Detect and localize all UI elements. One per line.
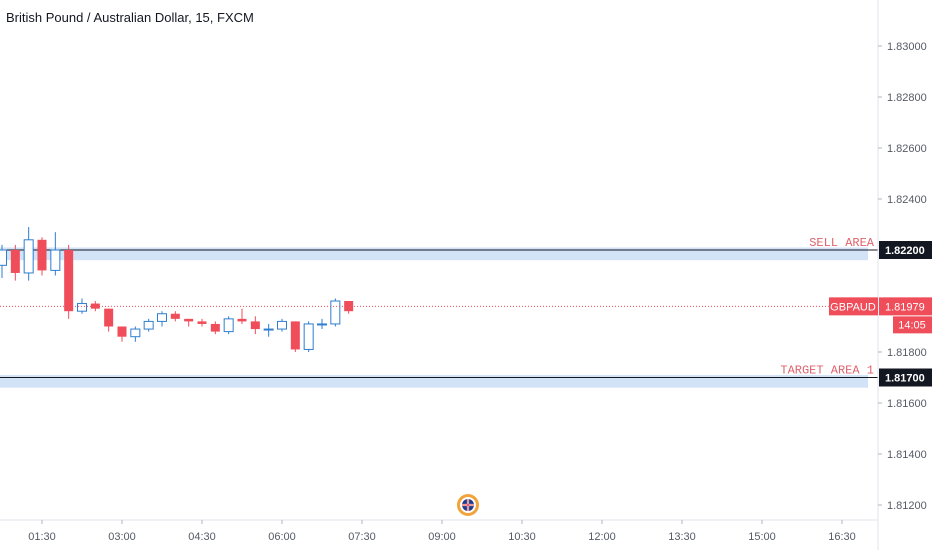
candle-body (143, 320, 154, 330)
x-tick-label: 09:00 (428, 531, 456, 543)
candle-body (237, 318, 247, 322)
uk-flag-icon[interactable] (457, 494, 479, 516)
zone-band (0, 374, 868, 388)
candle-down (197, 318, 207, 327)
candle-body (223, 318, 234, 333)
level-price-label: 1.82200 (885, 245, 925, 257)
current-price-label: 1.81979 (885, 301, 925, 313)
candle-up (223, 316, 234, 335)
candle-down (237, 308, 247, 324)
candle-body (277, 320, 287, 330)
candle-body (64, 250, 74, 312)
candle-down (117, 326, 127, 342)
candle-up (130, 326, 141, 342)
countdown-label: 14:05 (898, 319, 926, 331)
y-tick-label: 1.82400 (887, 194, 927, 206)
candle-body (157, 313, 167, 322)
x-tick-label: 13:30 (668, 531, 696, 543)
candle-body (184, 318, 194, 322)
candle-body (10, 250, 20, 273)
x-tick-label: 01:30 (28, 531, 56, 543)
y-tick-label: 1.81800 (887, 347, 927, 359)
candle-up (50, 232, 61, 276)
zone-label: TARGET AREA 1 (780, 364, 874, 378)
candle-up (0, 244, 7, 279)
candle-up (263, 323, 274, 337)
level-price-tag (879, 368, 932, 387)
candle-body (303, 323, 314, 350)
candle-body (330, 300, 341, 325)
candle-down (250, 316, 260, 335)
level-price-label: 1.81700 (885, 373, 925, 385)
candle-down (37, 237, 47, 276)
candle-down (104, 308, 114, 332)
candle-body (37, 239, 47, 271)
candle-body (104, 308, 114, 327)
countdown-tag (893, 316, 932, 334)
x-tick-label: 12:00 (588, 531, 616, 543)
y-tick-label: 1.82600 (887, 143, 927, 155)
candle-body (317, 323, 327, 326)
candle-body (210, 323, 220, 332)
y-tick-label: 1.83000 (887, 41, 927, 53)
candle-down (170, 311, 180, 322)
candle-up (23, 227, 34, 281)
zone-label: SELL AREA (809, 236, 875, 250)
candle-body (90, 303, 100, 309)
x-tick-label: 06:00 (268, 531, 296, 543)
candle-down (64, 244, 74, 319)
symbol-tag (829, 297, 878, 316)
y-tick-label: 1.81600 (887, 398, 927, 410)
x-tick-label: 15:00 (748, 531, 776, 543)
y-tick-label: 1.82800 (887, 92, 927, 104)
time-axis[interactable]: 01:30 03:00 04:30 06:00 07:30 09:00 10:30 12:00… (28, 520, 856, 543)
y-tick-label: 1.81200 (887, 500, 927, 512)
zone-band (0, 247, 868, 261)
candles-layer (0, 227, 354, 352)
candle-down (344, 301, 354, 314)
candle-body (0, 249, 7, 266)
candle-up (303, 321, 314, 352)
x-tick-label: 03:00 (108, 531, 136, 543)
candle-down (10, 244, 20, 281)
price-axis[interactable]: 1.83000 1.82800 1.82600 1.82400 1.81800 1.816… (878, 41, 927, 512)
level-price-tag (879, 241, 932, 259)
candle-body (290, 321, 300, 350)
candle-body (263, 328, 274, 331)
candle-up (330, 298, 341, 327)
candle-down (184, 318, 194, 327)
x-tick-label: 16:30 (828, 531, 856, 543)
candle-body (250, 321, 260, 330)
candle-body (77, 303, 87, 312)
candle-body (197, 321, 207, 324)
candle-body (170, 313, 180, 319)
candle-body (50, 249, 61, 271)
candle-up (157, 311, 167, 327)
price-tags-layer: 1.82200 1.81700 GBPAUD 1.81979 14:05 (829, 241, 932, 387)
candle-down (90, 301, 100, 312)
candle-down (290, 321, 300, 352)
zones-layer: SELL AREA TARGET AREA 1 (0, 236, 878, 388)
chart-title: British Pound / Australian Dollar, 15, F… (6, 10, 254, 25)
symbol-tag-label: GBPAUD (830, 301, 876, 313)
candle-down (210, 321, 220, 335)
candle-body (23, 239, 34, 274)
candle-up (317, 318, 327, 330)
candle-body (130, 328, 141, 338)
y-tick-label: 1.81400 (887, 449, 927, 461)
x-tick-label: 10:30 (508, 531, 536, 543)
current-price-tag (879, 297, 932, 316)
x-tick-label: 04:30 (188, 531, 216, 543)
candle-body (117, 326, 127, 337)
candle-up (143, 318, 154, 332)
candle-up (277, 318, 287, 332)
x-tick-label: 07:30 (348, 531, 376, 543)
